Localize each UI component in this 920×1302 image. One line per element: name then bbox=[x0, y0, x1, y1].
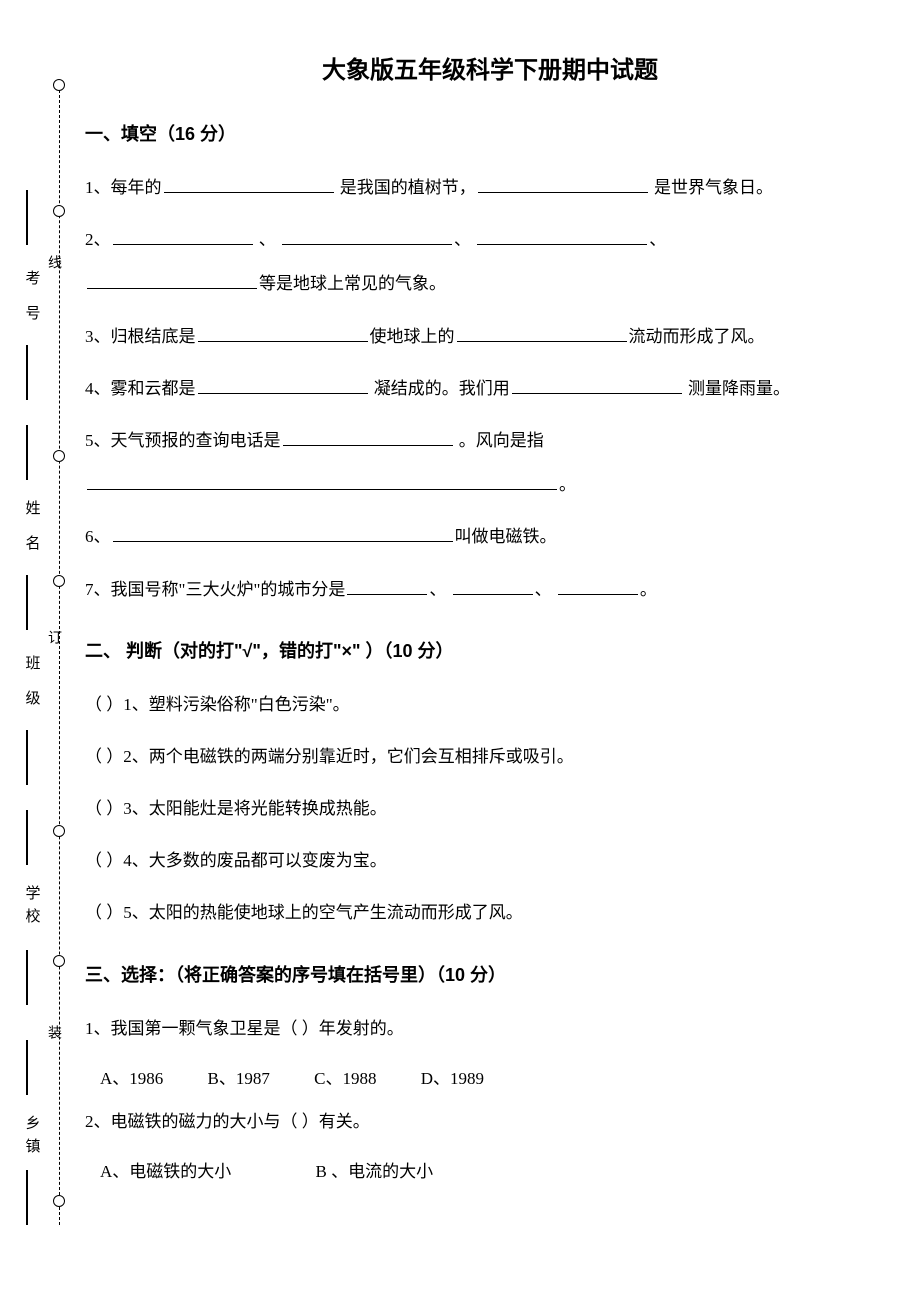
field-line bbox=[26, 950, 28, 1005]
blank[interactable] bbox=[347, 575, 427, 595]
s3-q1-options: A、1986 B、1987 C、1988 D、1989 bbox=[85, 1059, 895, 1100]
blank[interactable] bbox=[453, 575, 533, 595]
field-name: 姓 名 bbox=[22, 500, 43, 558]
option-a: A、电磁铁的大小 bbox=[100, 1152, 231, 1193]
q2-sep: 、 bbox=[454, 230, 475, 249]
field-town: 乡镇 bbox=[22, 1115, 43, 1161]
field-line bbox=[26, 1040, 28, 1095]
option-c: C、1988 bbox=[314, 1059, 376, 1100]
s1-q5: 5、天气预报的查询电话是 。风向是指。 bbox=[85, 419, 895, 507]
q1-text: 1、每年的 bbox=[85, 178, 162, 197]
binding-circle bbox=[53, 575, 65, 587]
blank[interactable] bbox=[198, 322, 368, 342]
blank[interactable] bbox=[512, 374, 682, 394]
q2-sep: 、 bbox=[649, 230, 666, 249]
s2-q4: （ ）4、大多数的废品都可以变废为宝。 bbox=[85, 839, 895, 883]
blank[interactable] bbox=[477, 225, 647, 245]
q7-sep: 、 bbox=[535, 580, 556, 599]
blank[interactable] bbox=[87, 470, 557, 490]
blank[interactable] bbox=[558, 575, 638, 595]
section1-heading: 一、填空（16 分） bbox=[85, 120, 895, 146]
binding-circle bbox=[53, 450, 65, 462]
binding-label-cut: 订 bbox=[43, 630, 63, 647]
q4-text: 测量降雨量。 bbox=[684, 379, 790, 398]
blank[interactable] bbox=[457, 322, 627, 342]
field-line bbox=[26, 575, 28, 630]
s1-q7: 7、我国号称"三大火炉"的城市分是 、 、 。 bbox=[85, 568, 895, 612]
binding-label-pack: 装 bbox=[43, 1025, 63, 1042]
q7-sep: 、 bbox=[429, 580, 450, 599]
field-school: 学校 bbox=[22, 885, 43, 931]
q6-text: 6、 bbox=[85, 527, 111, 546]
s2-q3: （ ）3、太阳能灶是将光能转换成热能。 bbox=[85, 787, 895, 831]
s2-q5: （ ）5、太阳的热能使地球上的空气产生流动而形成了风。 bbox=[85, 891, 895, 935]
q5-text: 5、天气预报的查询电话是 bbox=[85, 431, 281, 450]
q6-text: 叫做电磁铁。 bbox=[455, 527, 557, 546]
q1-text: 是我国的植树节， bbox=[336, 178, 476, 197]
binding-circle bbox=[53, 79, 65, 91]
blank[interactable] bbox=[282, 225, 452, 245]
q1-text: 是世界气象日。 bbox=[650, 178, 773, 197]
binding-circle bbox=[53, 825, 65, 837]
document-title: 大象版五年级科学下册期中试题 bbox=[85, 50, 895, 85]
option-b: B、1987 bbox=[208, 1059, 270, 1100]
q3-text: 3、归根结底是 bbox=[85, 327, 196, 346]
field-line bbox=[26, 1170, 28, 1225]
s1-q1: 1、每年的 是我国的植树节， 是世界气象日。 bbox=[85, 166, 895, 210]
binding-circle bbox=[53, 205, 65, 217]
field-line bbox=[26, 810, 28, 865]
binding-circle bbox=[53, 955, 65, 967]
blank[interactable] bbox=[164, 173, 334, 193]
option-d: D、1989 bbox=[421, 1059, 484, 1100]
s2-q1: （ ）1、塑料污染俗称"白色污染"。 bbox=[85, 683, 895, 727]
blank[interactable] bbox=[87, 269, 257, 289]
q2-text: 等是地球上常见的气象。 bbox=[259, 274, 446, 293]
s3-q1-stem: 1、我国第一颗气象卫星是（ ）年发射的。 bbox=[85, 1007, 895, 1051]
q3-text: 使地球上的 bbox=[370, 327, 455, 346]
q7-text: 7、我国号称"三大火炉"的城市分是 bbox=[85, 580, 345, 599]
blank[interactable] bbox=[198, 374, 368, 394]
option-a: A、1986 bbox=[100, 1059, 163, 1100]
q3-text: 流动而形成了风。 bbox=[629, 327, 765, 346]
q5-text: 。 bbox=[559, 475, 576, 494]
s1-q4: 4、雾和云都是 凝结成的。我们用 测量降雨量。 bbox=[85, 367, 895, 411]
content-area: 大象版五年级科学下册期中试题 一、填空（16 分） 1、每年的 是我国的植树节，… bbox=[85, 50, 895, 1193]
blank[interactable] bbox=[478, 173, 648, 193]
q4-text: 4、雾和云都是 bbox=[85, 379, 196, 398]
s2-q2: （ ）2、两个电磁铁的两端分别靠近时，它们会互相排斥或吸引。 bbox=[85, 735, 895, 779]
field-line bbox=[26, 425, 28, 480]
s1-q3: 3、归根结底是 使地球上的 流动而形成了风。 bbox=[85, 315, 895, 359]
binding-column: 线 订 装 考 号 姓 名 班 级 学校 乡镇 bbox=[10, 85, 65, 1225]
q2-sep: 、 bbox=[255, 230, 276, 249]
q2-text: 2、 bbox=[85, 230, 111, 249]
blank[interactable] bbox=[113, 522, 453, 542]
section3-heading: 三、选择：（将正确答案的序号填在括号里）（10 分） bbox=[85, 961, 895, 987]
section2-heading: 二、 判断（对的打"√"，错的打"×" ）（10 分） bbox=[85, 637, 895, 663]
option-b: B 、电流的大小 bbox=[316, 1152, 434, 1193]
blank[interactable] bbox=[113, 225, 253, 245]
s3-q2-stem: 2、电磁铁的磁力的大小与（ ）有关。 bbox=[85, 1100, 895, 1144]
s1-q2: 2、 、 、 、等是地球上常见的气象。 bbox=[85, 218, 895, 306]
field-class: 班 级 bbox=[22, 655, 43, 713]
binding-label-line: 线 bbox=[43, 255, 63, 272]
blank[interactable] bbox=[283, 426, 453, 446]
binding-circle bbox=[53, 1195, 65, 1207]
q5-text: 。风向是指 bbox=[455, 431, 544, 450]
q7-text: 。 bbox=[640, 580, 657, 599]
q4-text: 凝结成的。我们用 bbox=[370, 379, 510, 398]
s3-q2-options: A、电磁铁的大小 B 、电流的大小 bbox=[85, 1152, 895, 1193]
s1-q6: 6、 叫做电磁铁。 bbox=[85, 515, 895, 559]
field-line bbox=[26, 190, 28, 245]
field-line bbox=[26, 345, 28, 400]
field-line bbox=[26, 730, 28, 785]
field-exam-no: 考 号 bbox=[22, 270, 43, 328]
